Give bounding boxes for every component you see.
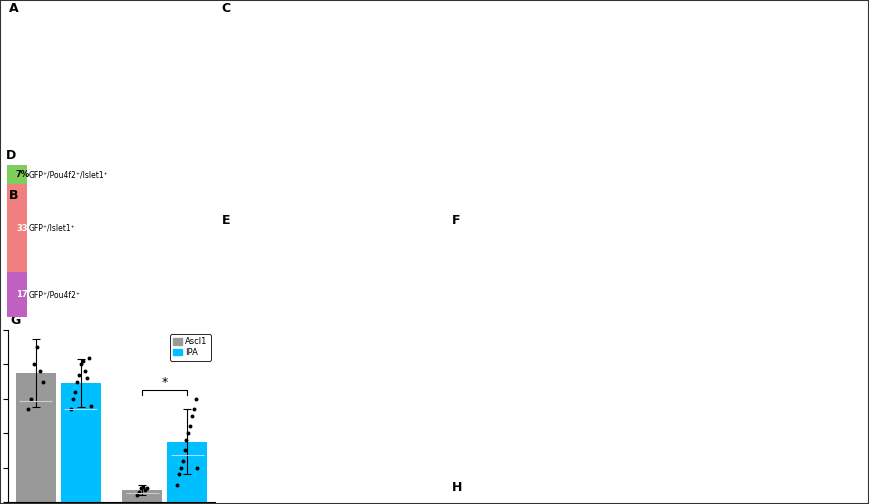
Text: *: *	[162, 376, 168, 389]
Point	[182, 429, 196, 437]
Point	[83, 402, 97, 410]
Text: C: C	[222, 2, 231, 15]
Point	[30, 343, 44, 351]
Bar	[7, 272, 27, 317]
Point	[72, 370, 86, 379]
Point	[180, 436, 194, 444]
Text: GFP⁺/Pou4f2⁺: GFP⁺/Pou4f2⁺	[29, 290, 80, 299]
Point	[185, 412, 199, 420]
Bar	[168, 442, 208, 502]
Bar	[16, 373, 56, 502]
Point	[27, 360, 41, 368]
Point	[189, 395, 202, 403]
Point	[140, 484, 154, 492]
Text: GFP⁺/Pou4f2⁺/Islet1⁺: GFP⁺/Pou4f2⁺/Islet1⁺	[29, 170, 108, 179]
Text: GFP⁺/Islet1⁺: GFP⁺/Islet1⁺	[29, 224, 75, 233]
Text: E: E	[222, 214, 230, 227]
Text: 17%: 17%	[16, 290, 36, 299]
Point	[82, 353, 96, 361]
Point	[21, 405, 35, 413]
Text: D: D	[6, 149, 16, 162]
Point	[74, 360, 88, 368]
Point	[36, 377, 50, 386]
Point	[190, 464, 204, 472]
Point	[76, 357, 90, 365]
Point	[68, 388, 82, 396]
Point	[172, 470, 186, 478]
Text: 7%: 7%	[16, 170, 30, 179]
Point	[80, 374, 94, 382]
Point	[183, 422, 197, 430]
Text: G: G	[10, 313, 21, 327]
Point	[187, 405, 201, 413]
Bar	[61, 384, 101, 502]
Point	[135, 484, 149, 492]
Point	[63, 405, 77, 413]
Point	[70, 377, 83, 386]
Point	[176, 457, 189, 465]
Bar	[123, 490, 163, 502]
Point	[170, 481, 184, 489]
Text: F: F	[452, 214, 461, 227]
Point	[78, 367, 92, 375]
Point	[130, 491, 144, 499]
Point	[174, 464, 188, 472]
Text: B: B	[9, 188, 18, 202]
Point	[138, 486, 152, 494]
Bar	[7, 165, 27, 184]
Point	[66, 395, 80, 403]
Text: A: A	[9, 2, 18, 15]
Text: H: H	[452, 481, 462, 494]
Point	[33, 367, 47, 375]
Legend: Ascl1, IPA: Ascl1, IPA	[170, 334, 211, 360]
Bar	[7, 184, 27, 272]
Point	[136, 482, 150, 490]
Point	[132, 488, 146, 496]
Point	[178, 447, 192, 455]
Text: 33%: 33%	[16, 224, 36, 233]
Point	[24, 395, 38, 403]
